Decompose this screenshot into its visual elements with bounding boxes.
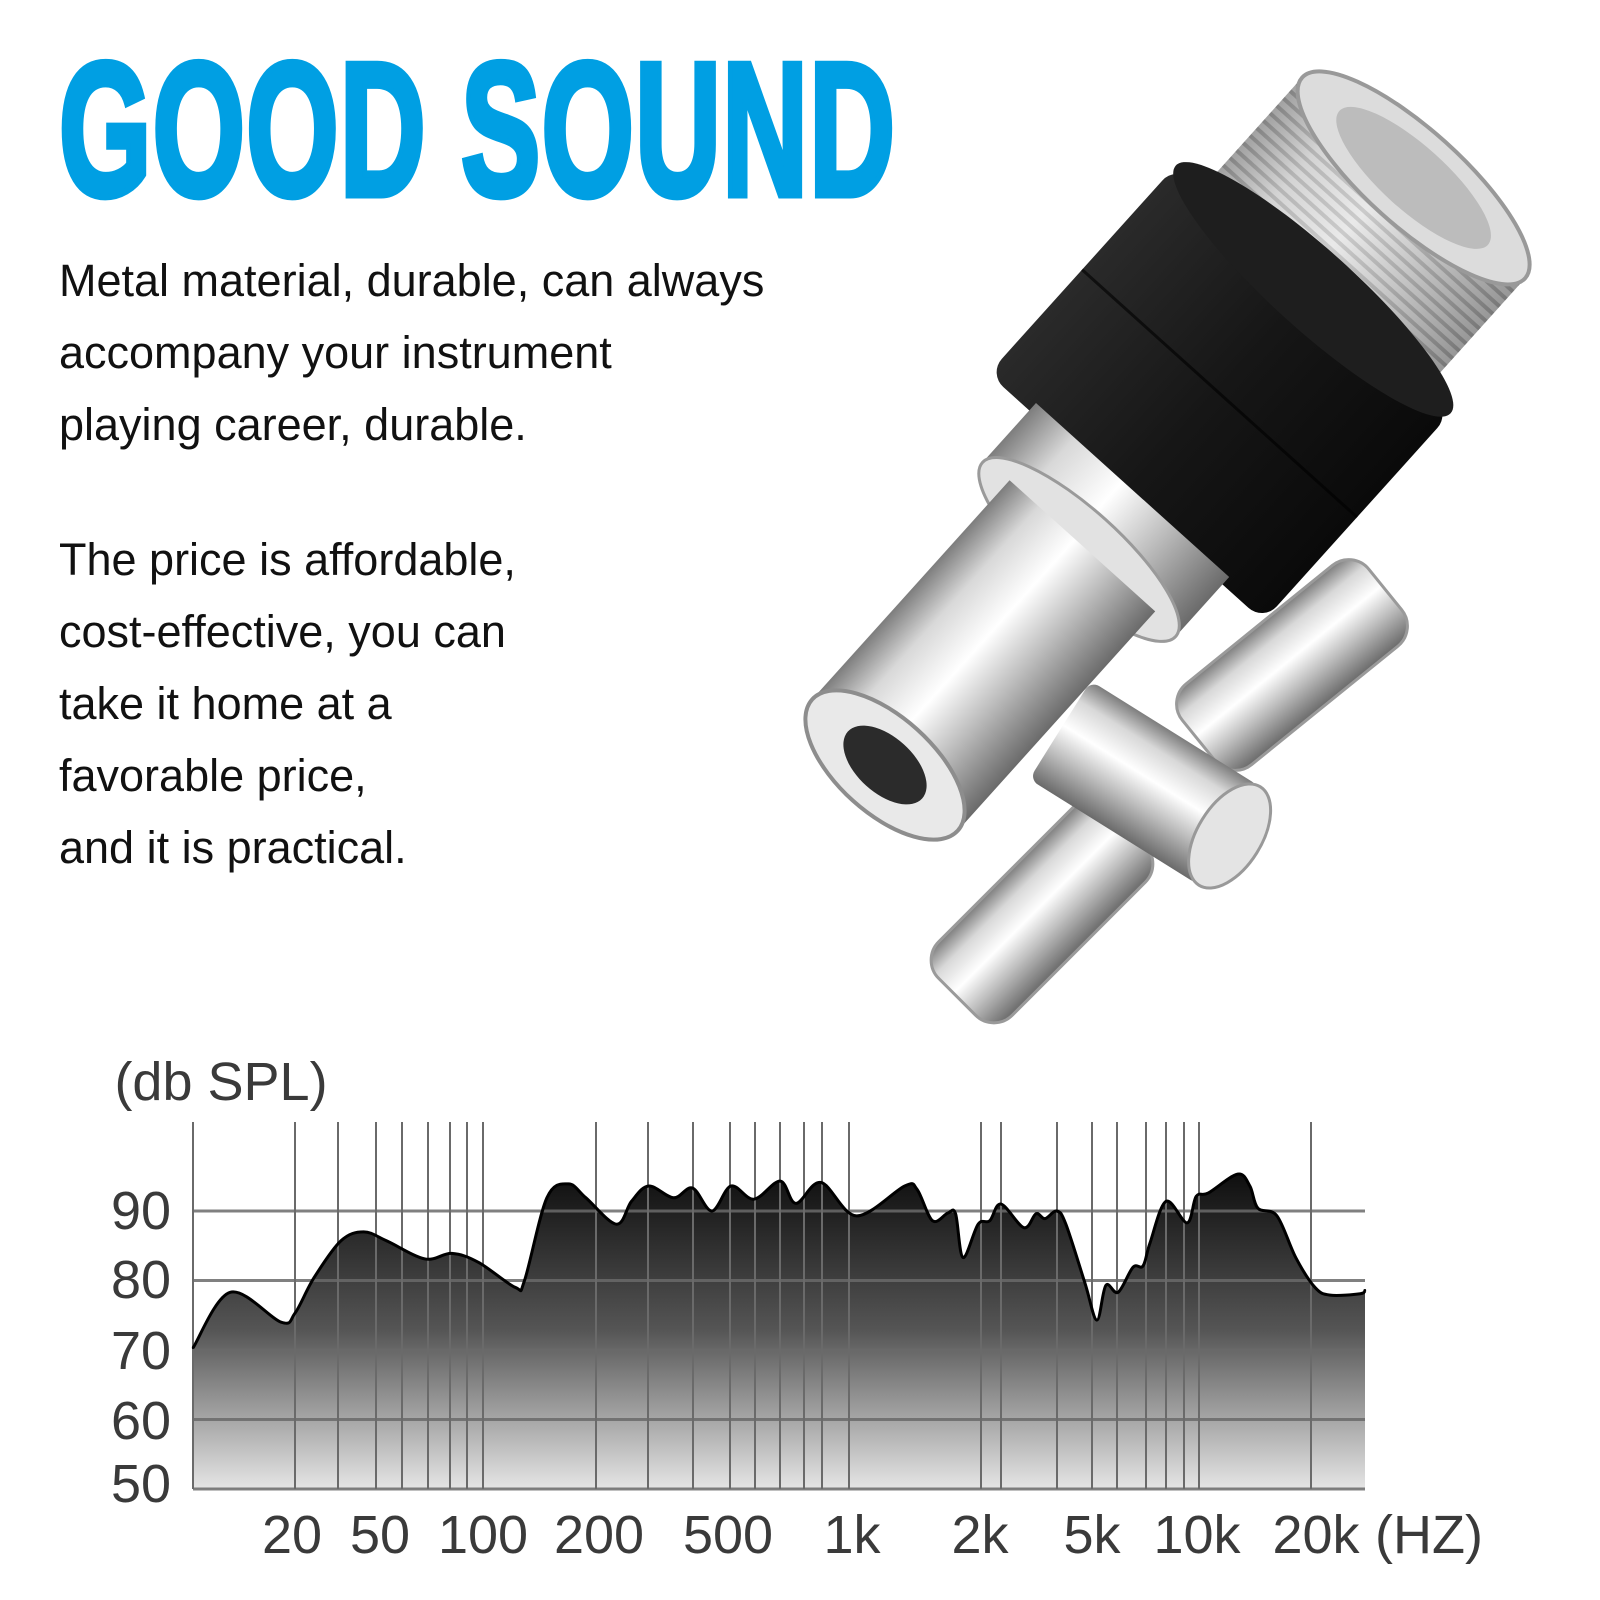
data-point <box>855 1214 858 1218</box>
data-point <box>988 1219 991 1222</box>
paragraph-line: accompany your instrument <box>59 327 612 378</box>
data-point <box>1043 1217 1047 1220</box>
data-point <box>946 1211 949 1215</box>
data-point <box>514 1286 517 1289</box>
data-point <box>477 1261 480 1264</box>
data-point <box>1055 1209 1059 1213</box>
data-point <box>1034 1212 1038 1215</box>
data-point <box>999 1202 1003 1206</box>
data-point <box>794 1202 798 1205</box>
data-point <box>1236 1172 1239 1176</box>
x-tick-label: 2k <box>951 1505 1009 1565</box>
data-point <box>339 1239 343 1243</box>
x-tick-label: 5k <box>1063 1505 1121 1565</box>
x-tick-label: 500 <box>682 1505 774 1565</box>
x-tick-label: 50 <box>349 1505 411 1565</box>
paragraph-line: playing career, durable. <box>59 399 527 450</box>
headline: GOOD SOUND <box>57 24 897 236</box>
data-point <box>545 1196 549 1199</box>
data-point <box>191 1346 195 1350</box>
paragraph-price: The price is affordable, cost-effective,… <box>59 524 516 884</box>
data-point <box>647 1184 651 1188</box>
data-point <box>1275 1214 1279 1218</box>
data-point <box>1064 1223 1068 1226</box>
data-point <box>819 1181 823 1184</box>
data-point <box>931 1219 934 1222</box>
data-point <box>362 1230 365 1234</box>
paragraph-line: and it is practical. <box>59 822 407 873</box>
data-point <box>954 1212 957 1215</box>
bore-hole <box>843 725 927 805</box>
data-point <box>1248 1184 1252 1188</box>
data-point <box>1022 1226 1026 1229</box>
data-point <box>729 1184 733 1188</box>
wing-screw <box>929 558 1409 1025</box>
data-point <box>1141 1264 1145 1268</box>
data-point <box>228 1291 232 1294</box>
data-point <box>1194 1195 1198 1198</box>
x-tick-label: 20 <box>261 1505 323 1565</box>
data-point <box>630 1200 633 1203</box>
data-point <box>615 1223 618 1226</box>
paragraph-line: cost-effective, you can <box>59 606 506 657</box>
data-point <box>1256 1207 1260 1210</box>
data-point <box>1164 1200 1168 1203</box>
data-point <box>710 1209 714 1213</box>
x-axis-label: (HZ) <box>1375 1505 1483 1565</box>
x-tick-label: 200 <box>553 1505 645 1565</box>
data-point <box>584 1196 588 1199</box>
data-point <box>976 1223 980 1226</box>
data-point <box>1313 1286 1317 1289</box>
data-point <box>903 1184 906 1188</box>
paragraph-line: The price is affordable, <box>59 534 516 585</box>
y-tick-label: 70 <box>110 1321 172 1381</box>
data-point <box>1148 1241 1152 1245</box>
data-point <box>691 1186 694 1190</box>
clutch-tube <box>803 480 1156 842</box>
data-point <box>1328 1293 1332 1297</box>
screw-barrel <box>1033 684 1273 890</box>
paragraph-line: take it home at a <box>59 678 392 729</box>
paragraph-line: favorable price, <box>59 750 367 801</box>
data-point <box>385 1239 388 1243</box>
data-point <box>312 1276 316 1279</box>
y-tick-label: 50 <box>110 1454 172 1514</box>
data-point <box>915 1188 919 1191</box>
data-point <box>1363 1289 1367 1292</box>
x-tick-label: 10k <box>1153 1505 1241 1565</box>
paragraph-durability: Metal material, durable, can always acco… <box>59 245 764 461</box>
felt-washer <box>996 162 1454 614</box>
upper-wing <box>1175 558 1409 772</box>
y-tick-label: 90 <box>110 1181 172 1241</box>
x-tick-label: 1k <box>823 1505 881 1565</box>
data-point <box>423 1257 427 1261</box>
data-point <box>567 1182 570 1186</box>
data-point <box>450 1252 453 1255</box>
data-point <box>1131 1266 1135 1269</box>
data-point <box>1116 1291 1120 1294</box>
data-point <box>961 1256 965 1259</box>
x-tick-label: 100 <box>437 1505 529 1565</box>
data-point <box>1083 1282 1087 1285</box>
thumb-nut <box>1195 69 1532 398</box>
data-point <box>1185 1221 1189 1225</box>
x-tick-label: 20k <box>1272 1505 1360 1565</box>
data-point <box>1359 1292 1362 1295</box>
data-point <box>279 1321 283 1324</box>
data-point <box>293 1311 297 1315</box>
y-tick-label: 80 <box>110 1250 172 1310</box>
data-point <box>1104 1284 1108 1287</box>
data-point <box>1207 1191 1210 1195</box>
data-point <box>752 1197 756 1201</box>
data-point <box>672 1196 675 1199</box>
y-tick-label: 60 <box>110 1391 172 1451</box>
data-point <box>1294 1256 1297 1259</box>
data-point <box>1095 1318 1099 1322</box>
data-point <box>523 1279 526 1282</box>
y-axis-label: (db SPL) <box>114 1052 328 1112</box>
paragraph-line: Metal material, durable, can always <box>59 255 765 306</box>
data-point <box>779 1179 782 1183</box>
